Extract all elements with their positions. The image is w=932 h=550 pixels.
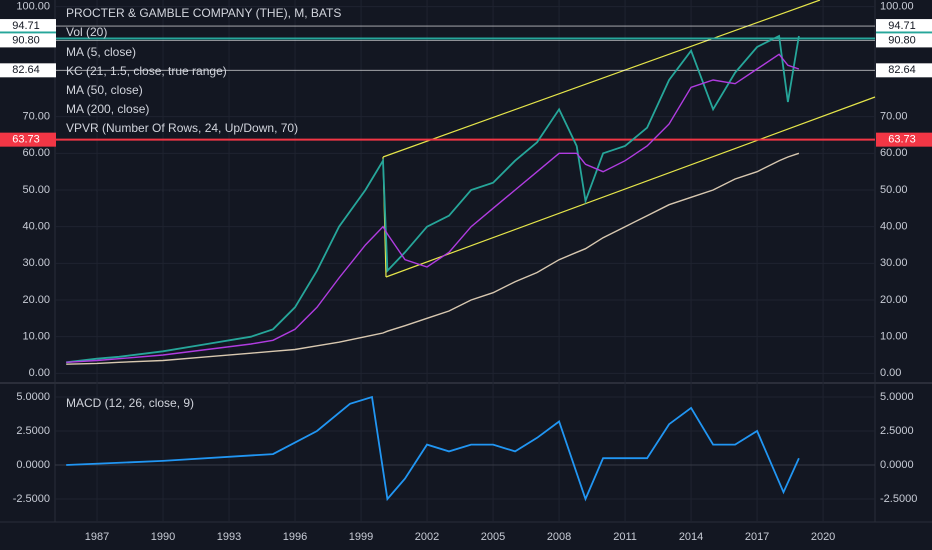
y-tick-label: 60.00 xyxy=(22,147,50,159)
y-tick-label: 2.5000 xyxy=(16,425,50,437)
indicator-legend: VPVR (Number Of Rows, 24, Up/Down, 70) xyxy=(66,121,298,135)
y-tick-label: 10.00 xyxy=(22,331,50,343)
y-tick-label: 60.00 xyxy=(880,147,908,159)
y-tick-label: 40.00 xyxy=(22,221,50,233)
price-label: 90.80 xyxy=(888,34,916,46)
y-tick-label: 0.0000 xyxy=(880,459,914,471)
price-label: 63.73 xyxy=(888,134,916,146)
price-label: 94.71 xyxy=(12,20,40,32)
x-tick-label: 2011 xyxy=(613,531,637,543)
channel-lower xyxy=(385,96,876,278)
y-tick-label: 70.00 xyxy=(22,111,50,123)
x-tick-label: 2002 xyxy=(415,531,439,543)
series-line xyxy=(66,34,800,364)
y-tick-label: 40.00 xyxy=(880,221,908,233)
y-tick-label: 50.00 xyxy=(880,184,908,196)
y-tick-label: 10.00 xyxy=(880,331,908,343)
y-tick-label: 0.0000 xyxy=(16,459,50,471)
x-tick-label: 1987 xyxy=(85,531,109,543)
indicator-legend: KC (21, 1.5, close, true range) xyxy=(66,64,227,78)
price-label: 63.73 xyxy=(12,134,40,146)
series-line xyxy=(66,53,800,363)
y-tick-label: -2.5000 xyxy=(13,493,50,505)
y-tick-label: 100.00 xyxy=(880,1,914,13)
marks xyxy=(55,25,875,502)
series-line xyxy=(66,152,800,365)
indicator-legend: MA (200, close) xyxy=(66,102,149,116)
y-tick-label: 5.0000 xyxy=(880,391,914,403)
y-tick-label: 30.00 xyxy=(880,257,908,269)
y-tick-label: 5.0000 xyxy=(16,391,50,403)
indicator-legend: Vol (20) xyxy=(66,25,107,39)
y-tick-label: 0.00 xyxy=(880,367,901,379)
y-tick-label: 20.00 xyxy=(22,294,50,306)
grid xyxy=(55,0,875,522)
x-tick-label: 1990 xyxy=(151,531,175,543)
indicator-legend: MA (50, close) xyxy=(66,83,143,97)
chart-title: PROCTER & GAMBLE COMPANY (THE), M, BATS xyxy=(66,6,341,20)
y-tick-label: 30.00 xyxy=(22,257,50,269)
price-label: 94.71 xyxy=(888,20,916,32)
price-label-box xyxy=(876,132,932,147)
x-tick-label: 1993 xyxy=(217,531,241,543)
y-tick-label: 100.00 xyxy=(16,1,50,13)
x-tick-label: 2014 xyxy=(679,531,703,543)
price-label: 82.64 xyxy=(888,64,916,76)
price-label-box xyxy=(0,63,56,78)
indicator-legend: MA (5, close) xyxy=(66,45,136,59)
price-label: 90.80 xyxy=(12,34,40,46)
y-tick-label: 2.5000 xyxy=(880,425,914,437)
price-label-box xyxy=(876,33,932,48)
x-tick-label: 2020 xyxy=(811,531,835,543)
x-tick-label: 2017 xyxy=(745,531,769,543)
indicator-legend: MACD (12, 26, close, 9) xyxy=(66,396,194,410)
y-tick-label: 0.00 xyxy=(29,367,50,379)
price-label: 82.64 xyxy=(12,64,40,76)
x-tick-label: 1996 xyxy=(283,531,307,543)
price-label-box xyxy=(0,33,56,48)
y-tick-label: 70.00 xyxy=(880,111,908,123)
price-label-box xyxy=(0,19,56,34)
x-tick-label: 1999 xyxy=(349,531,373,543)
price-label-box xyxy=(0,132,56,147)
x-tick-label: 2008 xyxy=(547,531,571,543)
y-tick-label: 50.00 xyxy=(22,184,50,196)
price-label-box xyxy=(876,19,932,34)
price-label-box xyxy=(876,63,932,78)
y-tick-label: 20.00 xyxy=(880,294,908,306)
x-tick-label: 2005 xyxy=(481,531,505,543)
series-line xyxy=(66,395,800,502)
y-tick-label: -2.5000 xyxy=(880,493,917,505)
